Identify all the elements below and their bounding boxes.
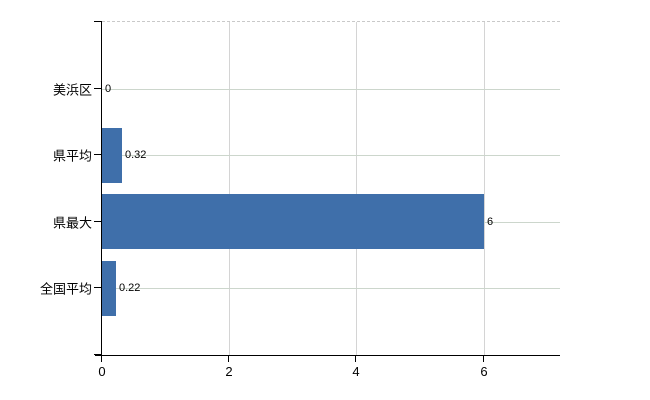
y-axis-tick: [94, 88, 101, 89]
category-label: 県平均: [52, 148, 92, 164]
x-axis-tick-label: 0: [98, 364, 106, 379]
bar-value-label: 0.22: [119, 282, 141, 294]
x-axis-tick-label: 6: [480, 364, 488, 379]
x-axis-tick-label: 4: [352, 364, 360, 379]
y-axis-tick: [94, 154, 101, 155]
x-axis-tick: [483, 356, 484, 362]
bar: [102, 194, 484, 249]
x-axis-tick: [228, 356, 229, 362]
vertical-gridline: [356, 22, 357, 355]
y-axis-tick: [94, 287, 101, 288]
vertical-gridline: [229, 22, 230, 355]
plot-area: 0 0.32 6 0.22: [102, 21, 560, 355]
x-axis-tick: [101, 356, 102, 362]
x-axis-tick-label: 2: [225, 364, 233, 379]
x-axis-line: [95, 355, 560, 356]
category-label: 全国平均: [39, 281, 92, 297]
category-label: 美浜区: [52, 82, 92, 98]
y-axis-tick: [94, 221, 101, 222]
y-axis-line: [101, 21, 102, 361]
bar: [102, 128, 122, 183]
bar-value-label: 6: [487, 216, 494, 228]
bar: [102, 261, 116, 316]
y-axis-tick: [94, 354, 101, 355]
bar-value-label: 0: [105, 83, 112, 95]
horizontal-gridline: [102, 155, 560, 156]
horizontal-gridline: [102, 288, 560, 289]
bar-value-label: 0.32: [125, 149, 147, 161]
y-axis-tick: [94, 21, 101, 22]
category-label: 県最大: [52, 215, 92, 231]
horizontal-gridline: [102, 89, 560, 90]
vertical-gridline: [484, 22, 485, 355]
x-axis-tick: [355, 356, 356, 362]
